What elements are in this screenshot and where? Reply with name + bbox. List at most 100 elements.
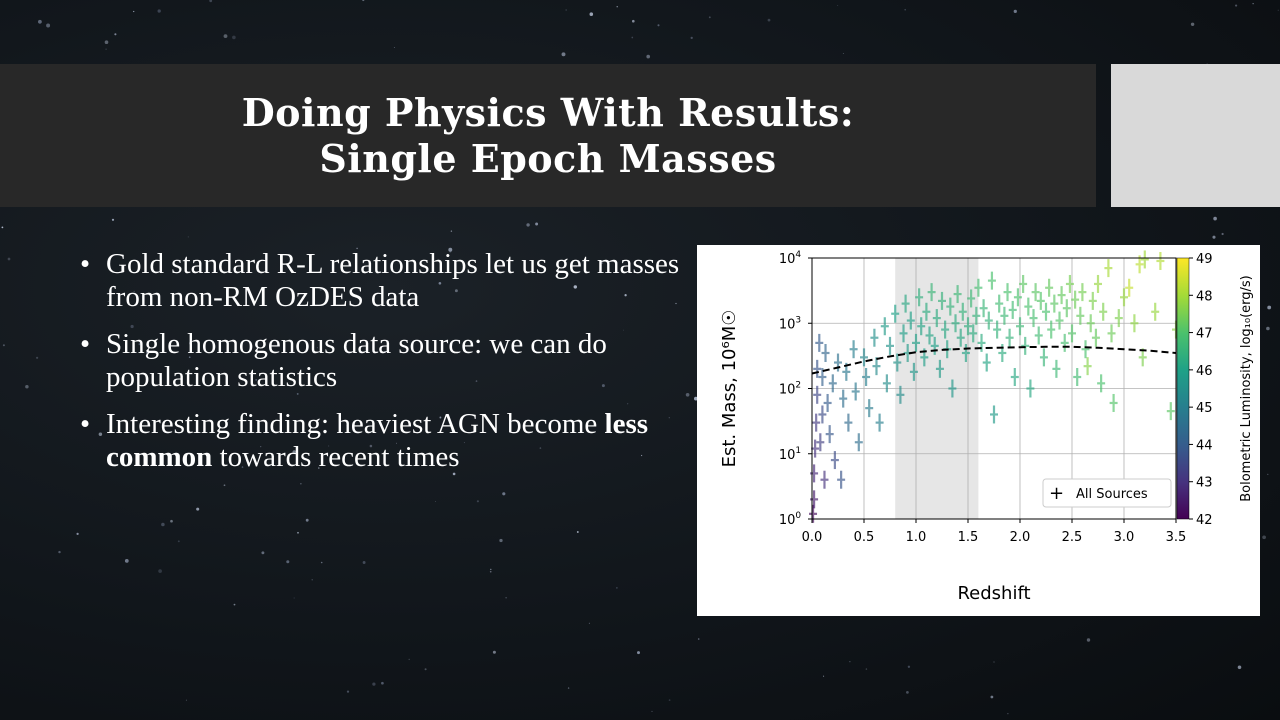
bullet-item: • Single homogenous data source: we can … <box>80 328 680 394</box>
bullet-item: • Gold standard R-L relationships let us… <box>80 248 680 314</box>
data-point <box>953 285 962 304</box>
star <box>623 329 625 331</box>
data-point <box>990 405 998 424</box>
data-point <box>1065 274 1074 293</box>
star <box>98 432 103 436</box>
data-point <box>987 271 996 290</box>
star <box>187 236 189 238</box>
star <box>260 446 262 448</box>
data-point <box>1026 379 1035 398</box>
data-point <box>1114 309 1123 328</box>
star <box>906 691 909 694</box>
data-point <box>1125 278 1134 297</box>
star <box>640 454 643 457</box>
data-point <box>1057 286 1066 305</box>
data-point <box>1109 393 1118 412</box>
bullet-emphasis: less common <box>106 408 649 473</box>
star <box>449 251 451 253</box>
data-point <box>935 359 944 378</box>
x-tick-label: 3.0 <box>1114 530 1135 545</box>
star <box>601 262 604 265</box>
data-point <box>932 309 941 328</box>
star <box>300 483 302 485</box>
star <box>823 675 825 677</box>
star <box>842 53 844 55</box>
data-point <box>849 340 858 359</box>
data-point <box>1078 283 1087 302</box>
data-point <box>1138 348 1147 367</box>
colorbar-tick-label: 44 <box>1196 438 1213 453</box>
data-point <box>837 470 846 489</box>
star <box>424 668 427 671</box>
data-point <box>951 314 960 333</box>
data-point <box>909 362 918 381</box>
star <box>1013 9 1017 14</box>
data-point <box>899 324 908 343</box>
star <box>616 6 618 8</box>
star <box>1007 713 1009 715</box>
data-point <box>917 317 926 336</box>
data-point <box>865 399 874 418</box>
data-point <box>1086 314 1095 333</box>
star <box>624 294 627 297</box>
star <box>454 289 458 293</box>
colorbar-tick-label: 49 <box>1196 252 1213 267</box>
star <box>46 23 51 28</box>
data-point <box>979 299 988 318</box>
bullet-text-before: Interesting finding: heaviest AGN become <box>106 408 605 440</box>
star <box>565 9 567 11</box>
star <box>241 466 244 468</box>
colorbar-tick-label: 43 <box>1196 476 1213 491</box>
data-point <box>927 283 936 302</box>
star <box>296 392 299 395</box>
data-point <box>1094 274 1102 293</box>
data-point <box>860 348 868 367</box>
x-axis-label: Redshift <box>957 583 1030 604</box>
data-point <box>1099 302 1108 321</box>
legend: + All Sources <box>1042 478 1172 508</box>
star <box>448 247 453 252</box>
y-tick-label: 100 <box>779 511 802 528</box>
data-point <box>825 425 834 444</box>
chart-panel: 0.0 0.5 1.0 1.5 2.0 2.5 3.0 3.5 100 101 102 103 104… <box>697 245 1260 616</box>
star <box>76 532 79 536</box>
star <box>475 380 478 382</box>
star <box>362 561 366 564</box>
slide-title-line-1: Doing Physics With Results: <box>241 89 855 135</box>
data-point <box>1019 274 1028 293</box>
star <box>1277 9 1279 11</box>
star <box>502 492 506 496</box>
x-tick-label: 0.5 <box>854 530 875 545</box>
star <box>616 587 618 589</box>
x-tick-label: 0.0 <box>802 530 823 545</box>
data-point <box>813 385 822 404</box>
star <box>2 344 5 347</box>
y-axis-ticks: 100 101 102 103 104 <box>779 250 812 528</box>
data-point <box>1050 294 1059 313</box>
star <box>223 34 228 38</box>
data-point <box>830 451 839 470</box>
star <box>157 9 161 13</box>
star <box>452 472 456 476</box>
data-point <box>813 359 822 378</box>
y-tick-label: 102 <box>779 381 801 398</box>
star <box>668 699 671 701</box>
star <box>185 699 187 701</box>
data-point <box>851 382 860 401</box>
star <box>104 40 109 45</box>
data-point <box>946 297 955 316</box>
star <box>381 681 384 685</box>
star <box>286 560 290 564</box>
data-point <box>810 464 819 483</box>
colorbar-tick-label: 46 <box>1196 364 1213 379</box>
colorbar-label: Bolometric Luminosity, log₁₀(erg/s) <box>1239 275 1254 502</box>
data-point <box>1130 314 1139 333</box>
data-point <box>1031 283 1040 302</box>
star <box>601 384 605 388</box>
data-point <box>862 368 871 387</box>
slide-title-line-2: Single Epoch Masses <box>319 135 777 181</box>
data-point <box>1021 336 1030 355</box>
data-point <box>870 328 879 347</box>
data-point <box>1042 302 1050 321</box>
star <box>1252 3 1254 5</box>
